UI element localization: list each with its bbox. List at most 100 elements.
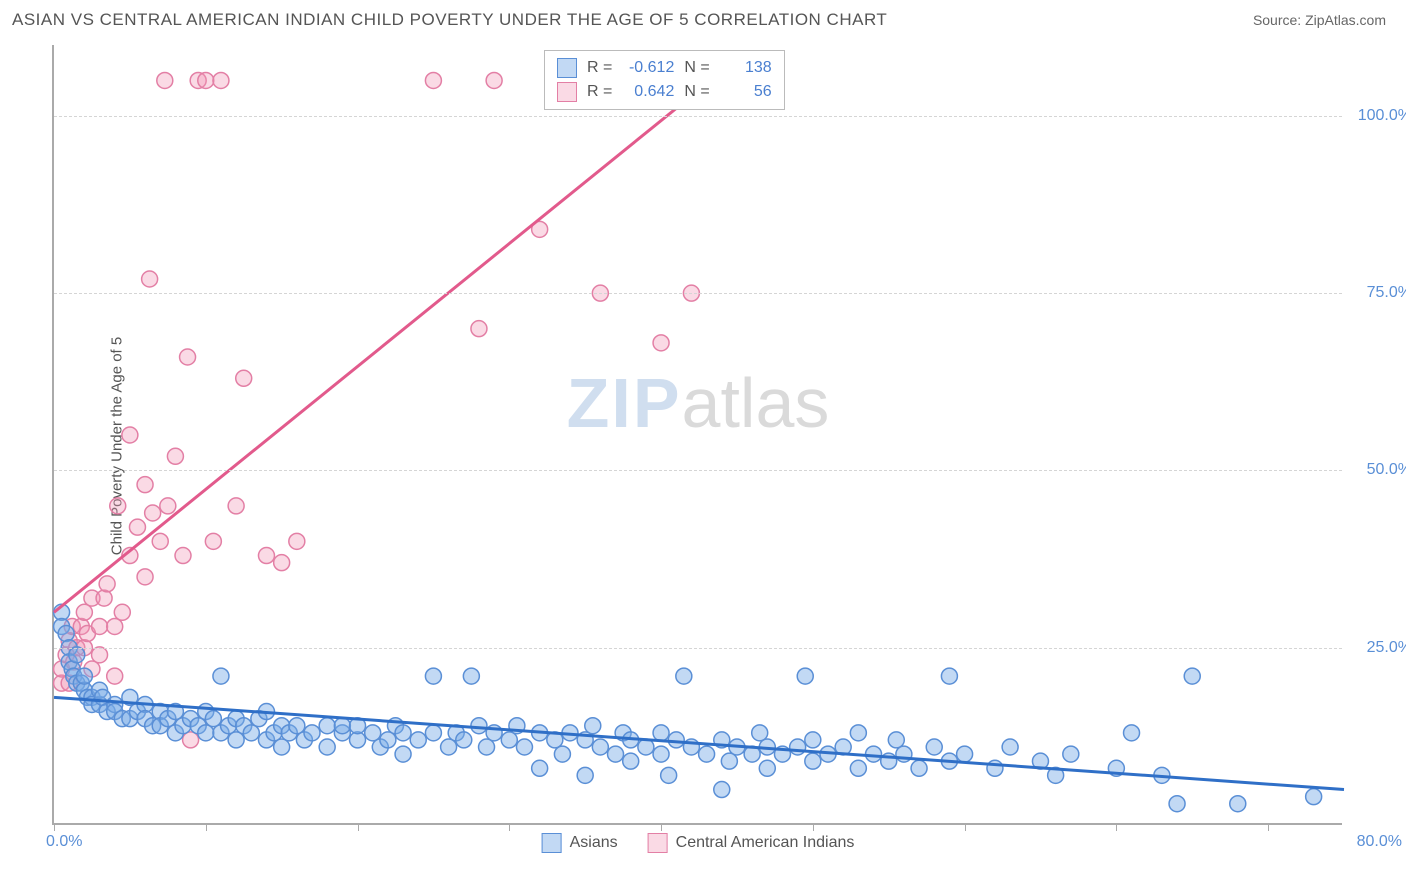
gridline [54,648,1342,649]
r-value: -0.612 [622,59,674,77]
data-point [205,533,221,549]
y-tick-label: 100.0% [1358,107,1406,125]
legend-label: Asians [570,834,618,852]
x-tick [661,823,662,831]
data-point [198,725,214,741]
gridline [54,470,1342,471]
data-point [258,548,274,564]
data-point [661,767,677,783]
data-point [183,732,199,748]
gridline [54,293,1342,294]
data-point [790,739,806,755]
swatch-pink [557,82,577,102]
x-tick [813,823,814,831]
r-value: 0.642 [622,83,674,101]
data-point [456,732,472,748]
data-point [76,604,92,620]
x-tick [509,823,510,831]
scatter-svg [54,45,1342,823]
data-point [1230,796,1246,812]
data-point [137,569,153,585]
data-point [289,533,305,549]
data-point [653,746,669,762]
data-point [114,604,130,620]
data-point [1063,746,1079,762]
data-point [198,72,214,88]
data-point [365,725,381,741]
data-point [805,753,821,769]
data-point [585,718,601,734]
data-point [160,498,176,514]
regression-line [54,59,737,612]
data-point [592,739,608,755]
data-point [463,668,479,684]
data-point [145,505,161,521]
data-point [243,725,259,741]
data-point [228,498,244,514]
data-point [926,739,942,755]
data-point [129,519,145,535]
n-value: 56 [720,83,772,101]
data-point [213,668,229,684]
data-point [471,718,487,734]
data-point [380,732,396,748]
data-point [987,760,1003,776]
data-point [167,448,183,464]
data-point [1184,668,1200,684]
y-tick-label: 50.0% [1367,461,1406,479]
chart-source: Source: ZipAtlas.com [1253,12,1386,28]
data-point [653,335,669,351]
data-point [152,533,168,549]
n-label: N = [684,83,709,101]
data-point [554,746,570,762]
n-label: N = [684,59,709,77]
data-point [274,555,290,571]
x-tick [54,823,55,831]
data-point [623,753,639,769]
data-point [486,72,502,88]
legend-item-asians: Asians [542,833,618,853]
data-point [441,739,457,755]
data-point [699,746,715,762]
data-point [759,760,775,776]
data-point [319,739,335,755]
data-point [395,725,411,741]
series-legend: Asians Central American Indians [542,833,855,853]
data-point [69,647,85,663]
r-label: R = [587,59,612,77]
data-point [1124,725,1140,741]
data-point [850,760,866,776]
legend-label: Central American Indians [676,834,855,852]
chart-title: ASIAN VS CENTRAL AMERICAN INDIAN CHILD P… [12,10,887,30]
data-point [122,427,138,443]
x-tick [206,823,207,831]
data-point [668,732,684,748]
swatch-blue [557,58,577,78]
data-point [676,668,692,684]
data-point [319,718,335,734]
data-point [96,590,112,606]
data-point [213,72,229,88]
data-point [425,668,441,684]
data-point [304,725,320,741]
data-point [714,782,730,798]
data-point [516,739,532,755]
legend-row-asians: R = -0.612 N = 138 [557,56,772,80]
data-point [142,271,158,287]
data-point [752,725,768,741]
data-point [425,72,441,88]
data-point [228,732,244,748]
data-point [1002,739,1018,755]
x-tick [358,823,359,831]
data-point [76,668,92,684]
data-point [110,498,126,514]
data-point [425,725,441,741]
regression-line [54,697,1344,789]
data-point [137,477,153,493]
data-point [58,626,74,642]
data-point [471,321,487,337]
data-point [175,548,191,564]
x-max-label: 80.0% [1357,833,1402,851]
data-point [479,739,495,755]
data-point [1306,789,1322,805]
